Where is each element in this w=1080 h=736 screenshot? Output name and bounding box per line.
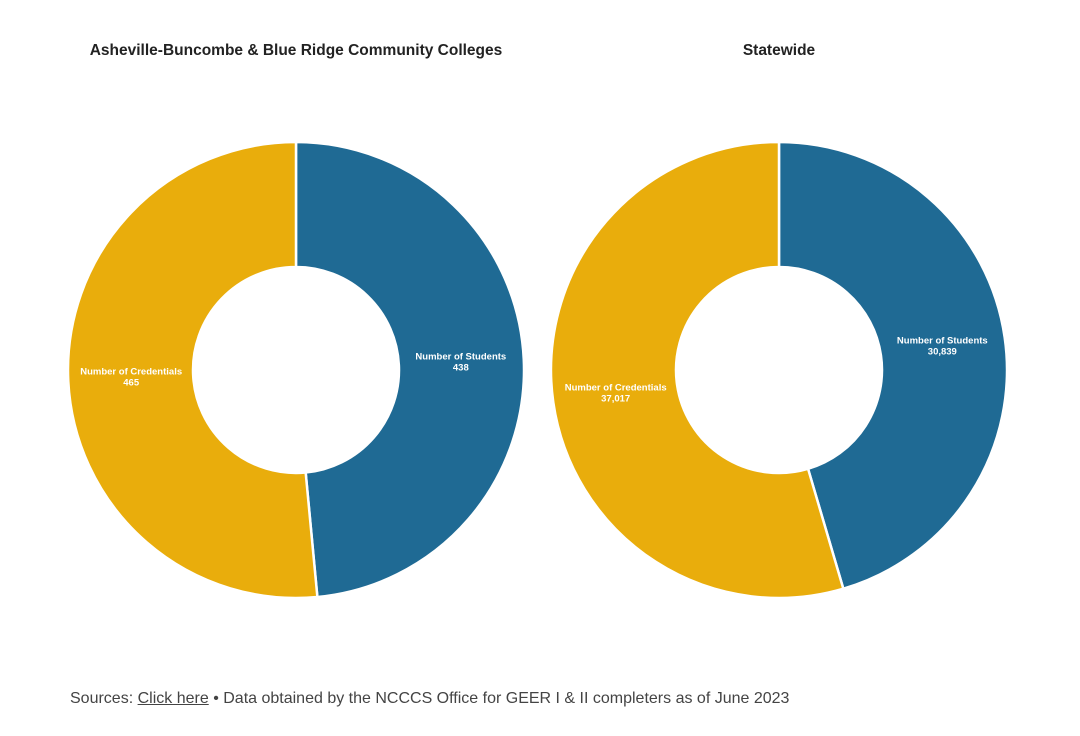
slice-value-number-of-students: 438: [453, 362, 469, 373]
chart-title-asheville: Asheville-Buncombe & Blue Ridge Communit…: [89, 42, 503, 59]
slice-label-number-of-credentials: Number of Credentials: [565, 383, 667, 394]
donut-slice-number-of-credentials[interactable]: [549, 140, 845, 600]
slice-label-number-of-students: Number of Students: [897, 335, 988, 346]
donut-slice-number-of-credentials[interactable]: [66, 140, 319, 600]
chart-title-statewide: Statewide: [742, 42, 816, 59]
slice-label-number-of-credentials: Number of Credentials: [80, 367, 182, 378]
slice-value-number-of-credentials: 465: [123, 378, 140, 389]
slice-value-number-of-credentials: 37,017: [601, 394, 630, 405]
sources-note: • Data obtained by the NCCCS Office for …: [213, 690, 790, 707]
sources-footer: Sources: Click here • Data obtained by t…: [70, 690, 789, 708]
slice-value-number-of-students: 30,839: [928, 346, 957, 357]
donut-slice-number-of-students[interactable]: [777, 140, 1009, 591]
donut-slice-number-of-students[interactable]: [294, 140, 526, 599]
slice-label-number-of-students: Number of Students: [415, 351, 506, 362]
sources-link[interactable]: Click here: [137, 690, 209, 707]
sources-label: Sources:: [70, 690, 134, 707]
